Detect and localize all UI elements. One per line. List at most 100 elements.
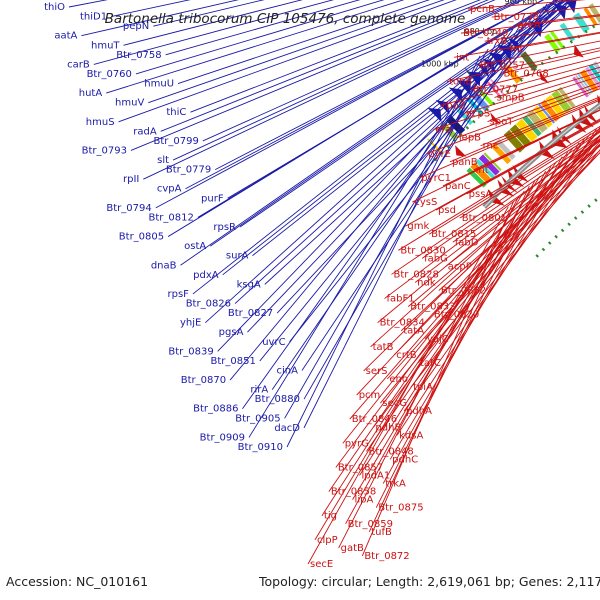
forward-leader-line bbox=[222, 0, 572, 276]
reverse-gene-label: psd bbox=[438, 205, 456, 216]
reverse-gene-label: Btr_0848 bbox=[368, 446, 413, 457]
reverse-gene-label: clpP bbox=[317, 535, 338, 546]
reverse-gene-label: panB bbox=[452, 157, 478, 168]
gene-category-block bbox=[579, 69, 599, 93]
reverse-gene-label: lepB bbox=[459, 133, 481, 144]
gene-category-block bbox=[526, 109, 548, 133]
reverse-gene-label: pdhC bbox=[392, 454, 418, 465]
reverse-leader-line bbox=[442, 109, 600, 187]
reverse-leader-line bbox=[487, 82, 600, 123]
reverse-gene-label: eno bbox=[389, 374, 408, 385]
reverse-gene-label: pdhB bbox=[375, 422, 401, 433]
reverse-gene-label: fabF1 bbox=[387, 294, 415, 305]
forward-gene-label: slt bbox=[157, 155, 169, 166]
forward-leader-line bbox=[264, 0, 577, 285]
reverse-gene-label: Btr_0749 bbox=[463, 28, 508, 39]
forward-leader-line bbox=[123, 0, 303, 46]
reverse-gene-label: Btr_0801 bbox=[462, 213, 507, 224]
forward-leader-line bbox=[217, 0, 558, 352]
reverse-gene-label: int bbox=[476, 165, 489, 176]
forward-gene-label: hmuU bbox=[144, 79, 174, 90]
genome-title: Bartonella tribocorum CIP 105476, comple… bbox=[105, 11, 466, 27]
forward-gene-label: Btr_0909 bbox=[200, 432, 245, 443]
forward-gene-label: rirA bbox=[250, 385, 268, 396]
forward-gene-label: Btr_0839 bbox=[168, 346, 213, 357]
forward-leader-line bbox=[165, 0, 361, 56]
forward-leader-line bbox=[215, 0, 545, 171]
reverse-leader-line bbox=[454, 31, 600, 58]
reverse-leader-line bbox=[459, 130, 600, 219]
reverse-leader-line bbox=[345, 180, 536, 525]
gene-category-block bbox=[522, 115, 542, 137]
forward-leader-line bbox=[252, 0, 577, 257]
reverse-gene-label: tatA bbox=[403, 326, 424, 337]
reverse-leader-line bbox=[433, 75, 600, 131]
forward-leader-line bbox=[160, 0, 489, 132]
forward-gene-label: cinA bbox=[276, 365, 298, 376]
reverse-gene-label: Btr_0832 bbox=[441, 286, 486, 297]
reverse-gene-arrow bbox=[573, 44, 584, 58]
reverse-gene-label: pyrG bbox=[345, 438, 369, 449]
reverse-gene-label: Btr_0830 bbox=[400, 245, 445, 256]
reverse-leader-line bbox=[412, 109, 600, 203]
reverse-gene-label: spoT bbox=[490, 117, 515, 128]
reverse-leader-line bbox=[370, 139, 600, 348]
reverse-gene-label: pyrC1 bbox=[421, 173, 451, 184]
reverse-gene-label: Btr_0768 bbox=[503, 68, 548, 79]
reverse-gene-label: gmk bbox=[407, 221, 429, 232]
forward-gene-label: Btr_0870 bbox=[181, 375, 226, 386]
scale-label: 960 kbp bbox=[505, 0, 538, 6]
forward-leader-line bbox=[227, 0, 562, 199]
forward-leader-line bbox=[185, 0, 545, 190]
reverse-gene-label: pyrE bbox=[428, 149, 451, 160]
reverse-leader-line bbox=[361, 201, 514, 557]
reverse-gene-label: tatC bbox=[420, 358, 441, 369]
reverse-gene-label: Btr_0828 bbox=[393, 269, 438, 280]
forward-leader-line bbox=[177, 0, 430, 84]
forward-leader-line bbox=[135, 0, 385, 75]
reverse-gene-label: gatB bbox=[341, 543, 364, 554]
forward-gene-label: hmuV bbox=[115, 98, 144, 109]
forward-gene-label: Btr_0779 bbox=[166, 165, 211, 176]
reverse-leader-line bbox=[477, 40, 600, 66]
gene-category-block bbox=[503, 129, 526, 153]
reverse-gene-label: int bbox=[456, 52, 469, 63]
gene-category-block bbox=[577, 73, 594, 94]
reverse-gene-label: Btr_0872 bbox=[364, 551, 409, 562]
forward-gene-label: purF bbox=[201, 193, 224, 204]
reverse-gene-label: secG bbox=[382, 398, 407, 409]
gene-category-block bbox=[478, 154, 500, 176]
forward-gene-label: hutA bbox=[79, 88, 103, 99]
reverse-gene-label: Btr_0815 bbox=[431, 229, 476, 240]
forward-leader-line bbox=[239, 0, 573, 228]
gene-category-block bbox=[509, 124, 532, 148]
reverse-leader-line bbox=[396, 128, 597, 436]
reverse-gene-label: cysS bbox=[414, 197, 437, 208]
reverse-gene-label: Btr_0846 bbox=[352, 414, 397, 425]
reverse-leader-line bbox=[426, 88, 600, 155]
forward-leader-line bbox=[303, 42, 497, 429]
reverse-gene-arrow bbox=[490, 112, 501, 124]
reverse-leader-line bbox=[480, 96, 600, 147]
reverse-leader-line bbox=[382, 156, 563, 484]
reverse-gene-label: Btr_0834 bbox=[380, 318, 425, 329]
reverse-gene-label: era bbox=[435, 125, 451, 136]
reverse-gene-label: rnc bbox=[483, 141, 499, 152]
reverse-leader-line bbox=[508, 32, 600, 50]
reverse-gene-label: fabG bbox=[424, 253, 448, 264]
forward-gene-label: dacD bbox=[274, 423, 300, 434]
forward-gene-label: uvrC bbox=[262, 337, 285, 348]
reverse-leader-line bbox=[405, 118, 600, 227]
forward-leader-line bbox=[248, 48, 489, 438]
reverse-gene-label: greA bbox=[517, 20, 540, 31]
forward-gene-label: Btr_0758 bbox=[116, 50, 161, 61]
reverse-gene-label: trxB bbox=[487, 36, 508, 47]
forward-leader-line bbox=[234, 0, 570, 304]
reverse-gene-label: int bbox=[510, 44, 523, 55]
forward-leader-line bbox=[247, 0, 565, 333]
forward-leader-line bbox=[202, 0, 518, 142]
reverse-gene-label: Btr_0857 bbox=[338, 462, 383, 473]
reverse-gene-label: pssA bbox=[469, 189, 493, 200]
forward-leader-line bbox=[148, 0, 445, 104]
